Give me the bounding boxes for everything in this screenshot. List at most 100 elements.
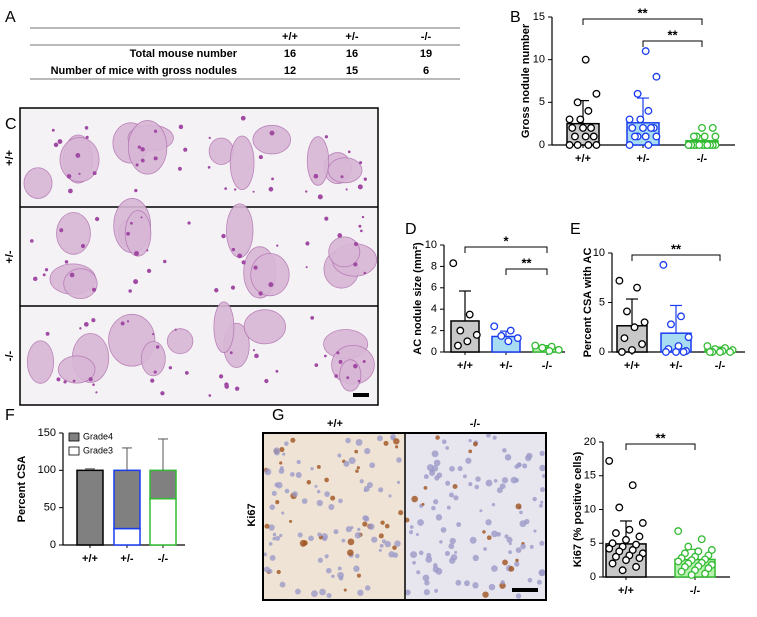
data-point	[456, 326, 465, 335]
cell	[468, 449, 473, 454]
significance-bracket	[464, 246, 548, 253]
tissue-dot	[130, 221, 133, 225]
data-point	[592, 89, 601, 98]
cell	[431, 505, 436, 511]
significance-bracket	[642, 40, 703, 47]
data-point	[587, 123, 596, 132]
cell	[324, 491, 330, 497]
tissue-dot	[317, 194, 323, 200]
tissue-section	[327, 157, 363, 184]
x-tick-label: -/-	[715, 360, 726, 372]
cell	[355, 469, 359, 473]
cell	[533, 529, 537, 533]
data-point	[449, 259, 458, 268]
cell	[465, 457, 472, 464]
cell	[316, 499, 323, 507]
cell	[343, 460, 350, 467]
cell	[264, 523, 270, 529]
y-axis-label: Percent CSA with AC	[582, 248, 594, 358]
cell	[273, 447, 281, 455]
cell	[469, 536, 477, 544]
tissue-dot	[53, 142, 59, 148]
cell	[516, 462, 522, 468]
cell	[269, 555, 276, 561]
tissue-dot	[153, 370, 157, 374]
cell	[474, 484, 480, 490]
y-tick-label: 5	[590, 537, 596, 549]
tissue-dot	[92, 171, 97, 176]
y-axis-label: Ki67 (% positive cells)	[572, 451, 584, 567]
cell	[368, 523, 375, 530]
tissue-dot	[276, 244, 279, 247]
tissue-dot	[57, 139, 63, 144]
x-tick-label: +/+	[618, 585, 634, 597]
cell	[328, 504, 335, 511]
significance-label: **	[671, 241, 682, 256]
tissue-section	[26, 340, 55, 384]
cell	[380, 520, 385, 525]
x-tick-label: -/-	[690, 585, 701, 597]
cell	[499, 582, 506, 589]
cell	[388, 551, 395, 558]
table-cell: 16	[346, 48, 358, 60]
tissue-dot	[254, 353, 259, 359]
bar-segment	[76, 469, 104, 546]
legend-label: Grade4	[83, 431, 113, 441]
cell	[540, 500, 544, 504]
data-point	[592, 141, 601, 149]
data-point	[638, 340, 647, 349]
data-point	[703, 141, 712, 149]
cell	[473, 441, 478, 447]
significance-label: **	[521, 255, 532, 270]
tissue-section	[229, 135, 255, 190]
cell	[321, 533, 328, 540]
cell	[483, 547, 488, 551]
data-point	[605, 456, 614, 465]
panel-label: G	[272, 407, 284, 424]
cell	[540, 487, 545, 493]
data-point	[620, 334, 629, 343]
tissue-section	[252, 124, 292, 155]
cell	[485, 519, 492, 526]
cell	[308, 535, 314, 542]
tissue-dot	[353, 262, 358, 267]
y-tick-label: 2	[431, 325, 437, 337]
cell	[330, 495, 336, 501]
cell	[434, 475, 440, 481]
table-cell: 19	[420, 48, 432, 60]
tissue-dot	[305, 241, 310, 246]
tissue-dot	[354, 242, 359, 247]
data-point	[641, 47, 650, 56]
bar-segment	[149, 497, 177, 546]
tissue-dot	[33, 276, 38, 282]
data-point	[711, 132, 720, 141]
tissue-dot	[324, 216, 329, 221]
cell	[452, 484, 458, 489]
tissue-dot	[126, 320, 130, 323]
data-point	[628, 481, 637, 490]
cell	[297, 532, 303, 538]
data-point	[622, 556, 630, 565]
cell	[317, 557, 323, 563]
cell	[457, 466, 463, 472]
cell	[311, 590, 318, 597]
tissue-dot	[240, 115, 246, 121]
cell	[353, 565, 360, 572]
tissue-dot	[160, 391, 165, 396]
tissue-section	[226, 203, 254, 258]
cell	[264, 468, 272, 476]
cell	[268, 524, 275, 531]
cell	[423, 485, 428, 490]
cell	[502, 448, 507, 453]
cell	[491, 530, 498, 538]
data-point	[704, 564, 713, 573]
data-point	[632, 540, 641, 549]
tissue-dot	[258, 291, 263, 296]
tissue-dot	[140, 147, 145, 152]
cell	[432, 563, 438, 568]
data-point	[635, 554, 644, 563]
tissue-section	[339, 359, 362, 392]
table-row-label: Number of mice with gross nodules	[51, 65, 237, 77]
cell	[383, 440, 389, 446]
